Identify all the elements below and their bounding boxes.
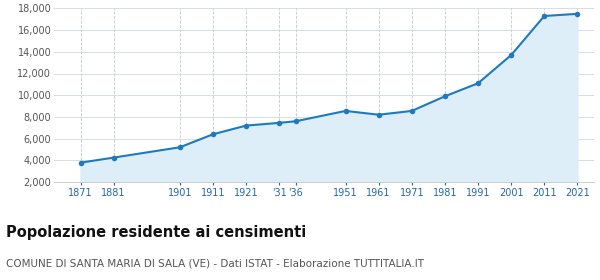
Point [539,14,549,18]
Text: COMUNE DI SANTA MARIA DI SALA (VE) - Dati ISTAT - Elaborazione TUTTITALIA.IT: COMUNE DI SANTA MARIA DI SALA (VE) - Dat… [6,259,424,269]
Point [241,123,251,128]
Point [506,53,516,57]
Point [374,113,383,117]
Point [76,160,85,165]
Point [175,145,185,150]
Point [274,121,284,125]
Point [109,155,118,160]
Point [473,81,483,85]
Point [407,109,416,113]
Point [208,132,218,137]
Point [291,119,301,123]
Point [572,11,582,16]
Point [341,109,350,113]
Text: Popolazione residente ai censimenti: Popolazione residente ai censimenti [6,225,306,241]
Point [440,94,450,99]
